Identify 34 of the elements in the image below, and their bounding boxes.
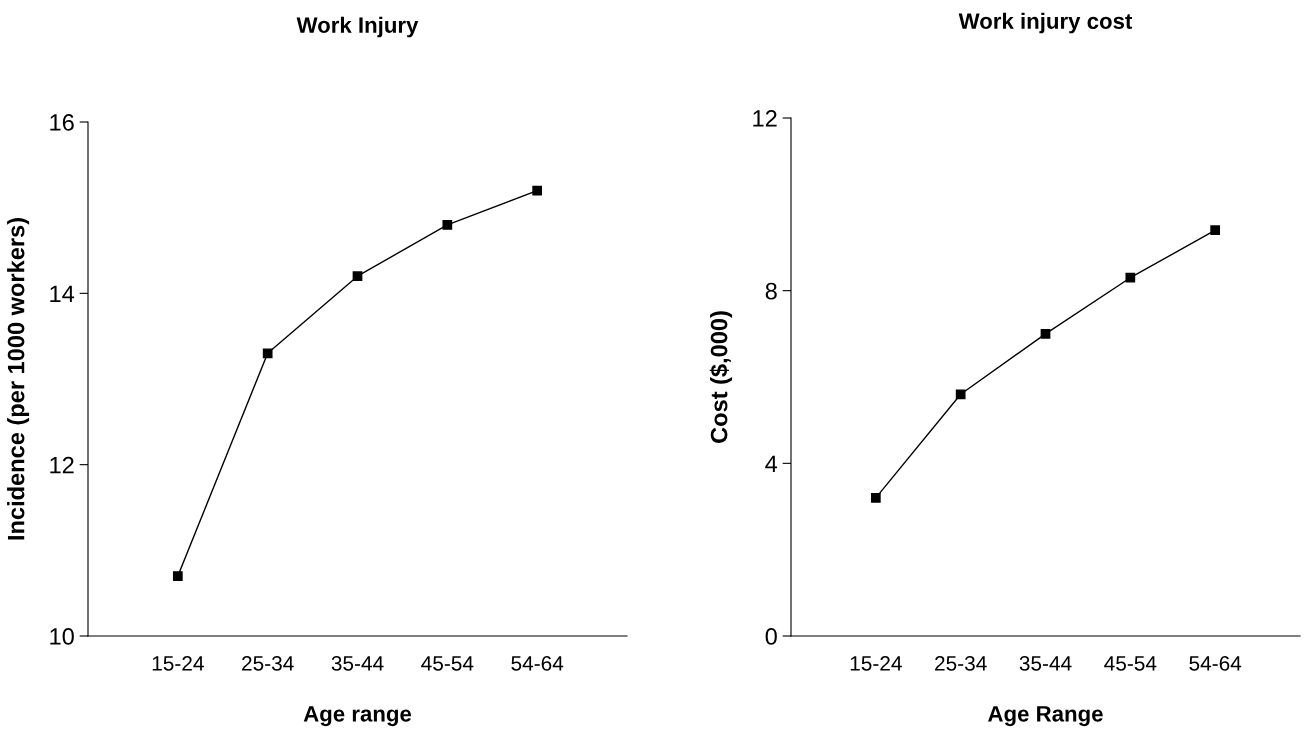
point [172,571,183,581]
x-tick-label: 45-54 [1104,656,1157,671]
y-tick-label: 0 [765,628,777,645]
point [352,271,363,282]
point [442,219,453,230]
x-tick-label: 54-64 [1189,655,1242,671]
x-tick-label: 25-34 [935,655,987,671]
x-tick-label: 15-24 [152,655,204,671]
y-tick-label: 4 [765,455,778,472]
y-tick-label: 14 [50,285,75,302]
y-tick-label: 12 [753,110,777,127]
point [1210,225,1221,236]
y-tick-label: 10 [50,628,74,645]
x-tick-label: 54-64 [511,655,564,671]
point [955,389,966,400]
x-tick-label: 45-54 [421,656,474,671]
point [1040,328,1051,339]
y-tick-label: 16 [50,114,74,131]
x-tick-label: 25-34 [242,655,294,671]
point [870,493,881,503]
y-axis-title: Incidence (per 1000 workers) [7,218,30,540]
x-tick-label: 35-44 [331,655,384,671]
x-axis-title: Age range [303,706,412,727]
point [532,185,543,196]
point [262,348,273,359]
y-axis-title: Cost ($,000) [709,311,733,443]
point [1125,272,1136,283]
y-tick-label: 8 [765,282,777,300]
x-tick-label: 15-24 [850,655,902,671]
x-axis-title: Age Range [988,706,1103,727]
chart-title: Work injury cost [958,12,1133,34]
chart-title: Work Injury [296,16,419,38]
y-tick-label: 12 [50,456,74,474]
x-tick-label: 35-44 [1019,655,1072,671]
